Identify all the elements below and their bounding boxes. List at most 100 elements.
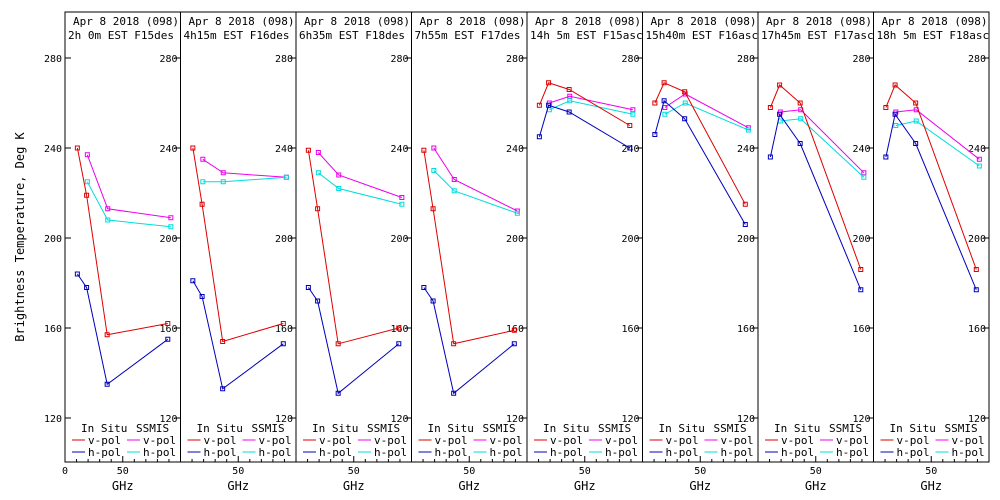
panel-7: Apr 8 2018 (098)17h45m EST F17asc 120 160 2… [757, 11, 874, 493]
y-tick-label: 160 [159, 324, 177, 335]
panel-title-time: 18h 5m EST F18asc [877, 29, 990, 42]
y-tick-label: 240 [852, 144, 870, 155]
legend-insitu-h-label: h-pol [550, 446, 583, 459]
y-tick-label-left: 120 [44, 414, 62, 425]
y-tick-label: 280 [390, 54, 408, 65]
series-line-ssmis-v [664, 93, 749, 129]
series-line-insitu-h [769, 113, 862, 290]
data-point-ssmis-v [200, 156, 206, 162]
panel-titles: Apr 8 2018 (098)7h55m EST F17des [415, 15, 526, 42]
series-line-insitu-v [654, 82, 746, 205]
y-tick-label: 200 [390, 234, 408, 245]
y-tick-label: 120 [275, 414, 293, 425]
data-point-insitu-h [913, 141, 919, 146]
x-axis-label: GHz [112, 479, 134, 493]
data-point-insitu-v [858, 267, 864, 272]
data-point-insitu-v [199, 201, 205, 207]
panel-title-date: Apr 8 2018 (098) [73, 15, 179, 28]
y-tick-label: 160 [275, 324, 293, 335]
data-point-ssmis-h [514, 210, 520, 216]
data-point-insitu-v [430, 206, 436, 212]
data-point-insitu-v [767, 105, 773, 110]
legend-insitu-h-label: h-pol [781, 446, 814, 459]
y-tick-label: 200 [275, 234, 293, 245]
legend-ssmis-v-label: v-pol [374, 434, 407, 447]
panel-8: Apr 8 2018 (098)18h 5m EST F18asc 120 160 2… [873, 11, 990, 493]
panel-title-time: 6h35m EST F18des [299, 29, 405, 42]
panel-title-time: 15h40m EST F16asc [646, 29, 759, 42]
x-axis-label: GHz [458, 479, 480, 493]
data-point-insitu-h [305, 285, 311, 290]
data-point-insitu-h [396, 341, 402, 347]
data-point-ssmis-v [168, 215, 174, 221]
panel-titles: Apr 8 2018 (098)14h 5m EST F15asc [530, 15, 643, 42]
data-point-insitu-h [627, 145, 633, 151]
legend-ssmis-h-label: h-pol [374, 446, 407, 459]
data-point-insitu-h [797, 141, 803, 146]
x-tick-label: 50 [117, 466, 129, 477]
panel-5: Apr 8 2018 (098)14h 5m EST F15asc 120 160 2… [526, 11, 643, 493]
panel-titles: Apr 8 2018 (098)2h 0m EST F15des [68, 15, 179, 42]
data-point-insitu-h [190, 278, 196, 284]
data-point-insitu-v [682, 89, 688, 95]
y-tick-label: 280 [621, 54, 639, 65]
y-tick-label: 280 [968, 54, 986, 65]
legend-insitu-h-label: h-pol [319, 446, 352, 459]
data-point-ssmis-h [913, 118, 919, 124]
y-axis-label: Brightness Temperature, Deg K [13, 131, 27, 341]
legend-ssmis-h-label: h-pol [143, 446, 176, 459]
data-point-ssmis-h [84, 179, 90, 185]
data-point-ssmis-v [105, 206, 111, 212]
data-point-insitu-v [627, 123, 633, 128]
legend-ssmis-header: SSMIS [136, 422, 169, 435]
legend-ssmis-h-label: h-pol [490, 446, 523, 459]
legend-in-situ-header: In Situ [81, 422, 127, 435]
panel-title-date: Apr 8 2018 (098) [420, 15, 526, 28]
legend-ssmis-v-label: v-pol [721, 434, 754, 447]
legend-insitu-v-label: v-pol [781, 434, 814, 447]
y-tick-label: 280 [737, 54, 755, 65]
data-point-insitu-h [315, 298, 321, 304]
legend-in-situ-header: In Situ [659, 422, 705, 435]
data-point-ssmis-h [451, 188, 457, 194]
data-point-insitu-h [892, 111, 898, 117]
data-point-insitu-v [84, 192, 90, 198]
y-tick-label: 160 [621, 324, 639, 335]
y-tick-label-left: 200 [44, 234, 62, 245]
y-tick-label: 240 [737, 144, 755, 155]
y-tick-label: 120 [852, 414, 870, 425]
panel-4: Apr 8 2018 (098)7h55m EST F17des 120 160 20… [411, 11, 528, 493]
data-point-ssmis-h [630, 111, 636, 117]
series-line-insitu-h [654, 99, 746, 225]
series-line-insitu-h [307, 287, 400, 395]
y-tick-label: 120 [968, 414, 986, 425]
panel-1: Apr 8 2018 (098)2h 0m EST F15des 120 160 20… [62, 11, 181, 493]
data-point-ssmis-h [336, 186, 342, 191]
y-tick-label: 240 [159, 144, 177, 155]
series-line-ssmis-h [549, 100, 634, 115]
panel-title-date: Apr 8 2018 (098) [766, 15, 872, 28]
data-point-insitu-h [511, 341, 517, 347]
legend-ssmis-v-label: v-pol [605, 434, 638, 447]
data-point-insitu-v [305, 147, 311, 153]
y-tick-label: 160 [852, 324, 870, 335]
data-point-insitu-v [566, 87, 572, 92]
data-point-ssmis-v [315, 150, 321, 155]
data-point-insitu-h [777, 111, 783, 117]
data-point-ssmis-h [200, 179, 206, 185]
data-point-ssmis-h [220, 179, 226, 185]
data-point-ssmis-v [431, 145, 437, 151]
series-line-insitu-h [423, 287, 515, 395]
data-point-ssmis-h [662, 111, 668, 117]
y-tick-label: 160 [737, 324, 755, 335]
data-point-insitu-h [566, 109, 572, 115]
y-tick-label: 120 [506, 414, 524, 425]
y-tick-label: 120 [390, 414, 408, 425]
data-point-insitu-v [973, 267, 979, 272]
legend-ssmis-h-label: h-pol [952, 446, 985, 459]
data-point-insitu-h [682, 116, 688, 122]
x-tick-label: 50 [348, 466, 360, 477]
y-tick-label-left: 280 [44, 54, 62, 65]
legend-ssmis-v-label: v-pol [952, 434, 985, 447]
